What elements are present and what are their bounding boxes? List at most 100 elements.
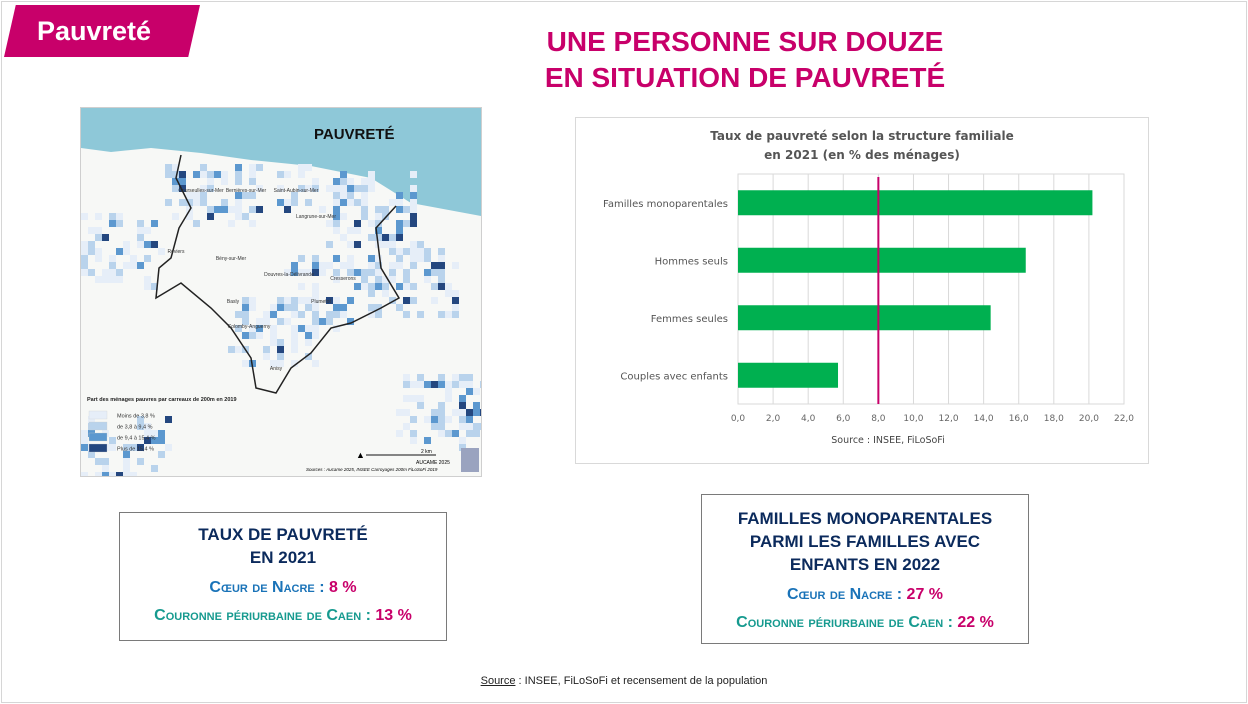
- poverty-cell: [480, 381, 481, 388]
- poverty-cell: [452, 297, 459, 304]
- poverty-cell: [431, 297, 438, 304]
- poverty-cell: [459, 423, 466, 430]
- poverty-cell: [326, 297, 333, 304]
- title-line-1: UNE PERSONNE SUR DOUZE: [546, 26, 944, 57]
- poverty-cell: [431, 262, 438, 269]
- poverty-cell: [410, 395, 417, 402]
- poverty-cell: [445, 416, 452, 423]
- commune-label: Basly: [227, 299, 240, 305]
- poverty-cell: [459, 444, 466, 451]
- poverty-cell: [347, 241, 354, 248]
- poverty-cell: [137, 220, 144, 227]
- poverty-cell: [235, 178, 242, 185]
- poverty-cell: [410, 185, 417, 192]
- poverty-cell: [305, 297, 312, 304]
- poverty-cell: [389, 297, 396, 304]
- poverty-cell: [312, 360, 319, 367]
- poverty-cell: [144, 255, 151, 262]
- poverty-cell: [368, 269, 375, 276]
- poverty-cell: [291, 332, 298, 339]
- poverty-cell: [193, 192, 200, 199]
- poverty-cell: [396, 227, 403, 234]
- poverty-cell: [123, 465, 130, 472]
- territory-boundary: [155, 154, 401, 394]
- poverty-cell: [137, 444, 144, 451]
- poverty-cell: [347, 178, 354, 185]
- poverty-cell: [165, 199, 172, 206]
- poverty-cell: [270, 325, 277, 332]
- poverty-cell: [410, 213, 417, 220]
- poverty-cell: [375, 206, 382, 213]
- poverty-cell: [284, 269, 291, 276]
- poverty-cell: [137, 423, 144, 430]
- poverty-cell: [109, 444, 116, 451]
- poverty-cell: [396, 262, 403, 269]
- poverty-cell: [403, 381, 410, 388]
- poverty-cell: [270, 311, 277, 318]
- poverty-cell: [144, 227, 151, 234]
- poverty-cell: [144, 241, 151, 248]
- poverty-cell: [116, 472, 123, 476]
- poverty-cell: [179, 171, 186, 178]
- poverty-cell: [333, 220, 340, 227]
- legend-label: Plus de 15,4 %: [117, 447, 154, 453]
- poverty-cell: [277, 185, 284, 192]
- poverty-cell: [165, 171, 172, 178]
- commune-label: Colomby-Anguerny: [228, 324, 271, 330]
- poverty-cell: [438, 255, 445, 262]
- poverty-cell: [396, 283, 403, 290]
- poverty-cell: [277, 171, 284, 178]
- poverty-cell: [305, 332, 312, 339]
- poverty-cell: [368, 262, 375, 269]
- poverty-cell: [305, 325, 312, 332]
- poverty-cell: [480, 409, 481, 416]
- poverty-cell: [298, 185, 305, 192]
- poverty-cell: [361, 213, 368, 220]
- poverty-cell: [375, 262, 382, 269]
- poverty-cell: [305, 353, 312, 360]
- poverty-cell: [305, 199, 312, 206]
- poverty-cell: [228, 220, 235, 227]
- poverty-cell: [193, 199, 200, 206]
- poverty-cell: [347, 297, 354, 304]
- poverty-cell: [452, 290, 459, 297]
- poverty-cell: [270, 339, 277, 346]
- poverty-cell: [277, 353, 284, 360]
- poverty-cell: [438, 276, 445, 283]
- poverty-cell: [291, 339, 298, 346]
- poverty-cell: [431, 416, 438, 423]
- poverty-cell: [312, 185, 319, 192]
- poverty-cell: [319, 269, 326, 276]
- poverty-cell: [347, 318, 354, 325]
- poverty-cell: [116, 276, 123, 283]
- poverty-cell: [396, 192, 403, 199]
- x-tick-label: 6,0: [836, 414, 851, 424]
- poverty-cell: [312, 325, 319, 332]
- poverty-cell: [375, 234, 382, 241]
- poverty-cell: [438, 262, 445, 269]
- legend-label: Moins de 3,8 %: [117, 414, 155, 420]
- poverty-cell: [123, 472, 130, 476]
- map-title: PAUVRETÉ: [314, 126, 395, 143]
- poverty-cell: [277, 360, 284, 367]
- poverty-cell: [179, 178, 186, 185]
- poverty-cell: [242, 318, 249, 325]
- poverty-cell: [466, 374, 473, 381]
- poverty-cell: [109, 220, 116, 227]
- x-tick-label: 4,0: [801, 414, 816, 424]
- poverty-cell: [298, 325, 305, 332]
- poverty-cell: [95, 234, 102, 241]
- poverty-cell: [403, 374, 410, 381]
- poverty-cell: [228, 206, 235, 213]
- poverty-cell: [431, 269, 438, 276]
- poverty-cell: [81, 262, 88, 269]
- poverty-cell: [81, 444, 88, 451]
- poverty-cell: [396, 430, 403, 437]
- poverty-cell: [137, 458, 144, 465]
- poverty-cell: [249, 192, 256, 199]
- poverty-cell: [361, 269, 368, 276]
- poverty-cell: [186, 199, 193, 206]
- poverty-cell: [340, 311, 347, 318]
- aucame-logo: [461, 448, 479, 472]
- poverty-cell: [235, 199, 242, 206]
